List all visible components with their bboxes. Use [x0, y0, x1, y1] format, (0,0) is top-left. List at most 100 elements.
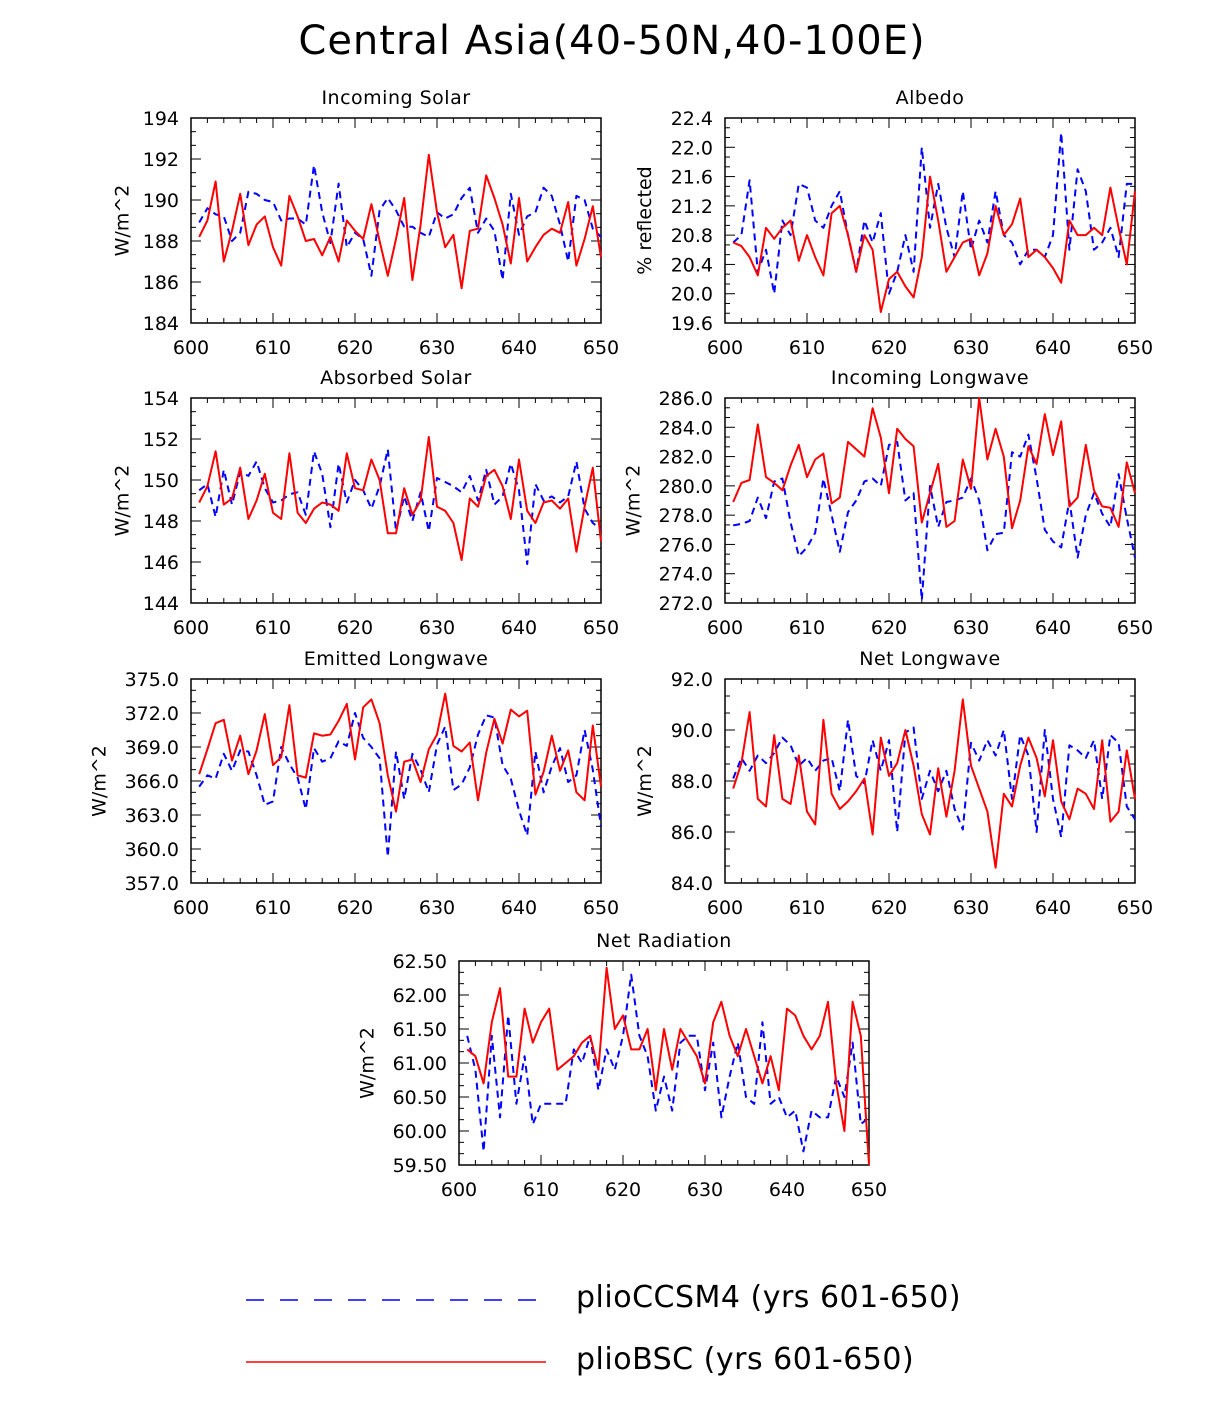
legend-label-plioCCSM4: plioCCSM4 (yrs 601-650) [576, 1280, 962, 1315]
y-tick-label: 272.0 [659, 593, 713, 615]
panel-6: 600 610 620 630 640 650 84.0 86.0 88.0 90.0 92.0 Ne… [634, 648, 1153, 919]
panel-2: 600 610 620 630 640 650 19.6 20.0 20.4 20.8 21.2 21… [634, 87, 1153, 359]
y-tick-label: 154 [143, 388, 179, 410]
x-tick-label: 650 [1117, 897, 1153, 919]
x-tick-label: 640 [501, 337, 537, 359]
x-tick-label: 610 [789, 897, 825, 919]
series-line-plioBSC [732, 175, 1136, 313]
panel-5: 600 610 620 630 640 650 357.0 360.0 363.0 366.0 36… [89, 648, 620, 919]
y-tick-label: 21.2 [671, 196, 713, 218]
y-tick-label: 19.6 [671, 313, 713, 335]
y-axis-label: W/m^2 [89, 745, 111, 817]
x-tick-label: 650 [1117, 337, 1153, 359]
panel-7: 600 610 620 630 640 650 59.50 60.00 60.50 61.00 61… [357, 930, 888, 1201]
x-tick-label: 620 [337, 337, 373, 359]
x-tick-label: 630 [953, 337, 989, 359]
x-tick-label: 650 [583, 617, 619, 639]
plot-frame [724, 678, 1136, 884]
x-tick-label: 610 [255, 897, 291, 919]
y-tick-label: 144 [143, 593, 179, 615]
x-tick-label: 630 [953, 897, 989, 919]
x-tick-label: 620 [871, 337, 907, 359]
y-tick-label: 282.0 [659, 447, 713, 469]
x-tick-label: 630 [419, 337, 455, 359]
panel-title: Emitted Longwave [304, 648, 489, 670]
y-axis-label: W/m^2 [634, 745, 656, 817]
x-tick-label: 600 [441, 1179, 477, 1201]
y-tick-label: 274.0 [659, 564, 713, 586]
y-tick-label: 88.0 [671, 771, 713, 793]
y-tick-label: 366.0 [125, 771, 179, 793]
y-tick-label: 59.50 [393, 1155, 447, 1177]
y-tick-label: 276.0 [659, 534, 713, 556]
x-tick-label: 640 [1035, 337, 1071, 359]
y-tick-label: 152 [143, 429, 179, 451]
series-line-plioBSC [466, 966, 870, 1166]
y-tick-label: 194 [143, 108, 179, 130]
y-tick-label: 372.0 [125, 703, 179, 725]
y-tick-label: 184 [143, 313, 179, 335]
panel-4: 600 610 620 630 640 650 272.0 274.0 276.0 278.0 28… [623, 367, 1154, 639]
x-tick-label: 640 [1035, 617, 1071, 639]
x-tick-label: 630 [419, 617, 455, 639]
x-tick-label: 620 [337, 897, 373, 919]
series-line-plioCCSM4 [733, 433, 1136, 602]
y-tick-label: 20.4 [671, 254, 713, 276]
series-line-plioBSC [732, 397, 1136, 530]
y-tick-label: 375.0 [125, 669, 179, 691]
panel-title: Net Radiation [596, 930, 732, 952]
panel-1: 600 610 620 630 640 650 184 186 188 190 192 194 Inco… [112, 87, 620, 359]
legend-label-plioBSC: plioBSC (yrs 601-650) [576, 1342, 915, 1377]
x-tick-label: 620 [605, 1179, 641, 1201]
panel-title: Absorbed Solar [320, 367, 472, 389]
y-axis-label: W/m^2 [112, 465, 134, 537]
x-tick-label: 600 [173, 337, 209, 359]
x-tick-label: 640 [769, 1179, 805, 1201]
x-tick-label: 600 [707, 897, 743, 919]
y-tick-label: 278.0 [659, 505, 713, 527]
y-axis-label: % reflected [634, 166, 656, 274]
x-tick-label: 600 [173, 617, 209, 639]
series-line-plioBSC [198, 153, 602, 290]
y-tick-label: 21.6 [671, 167, 713, 189]
y-tick-label: 360.0 [125, 839, 179, 861]
x-tick-label: 630 [953, 617, 989, 639]
x-tick-label: 650 [851, 1179, 887, 1201]
y-tick-label: 60.50 [393, 1087, 447, 1109]
panel-title: Net Longwave [859, 648, 1001, 670]
figure-title: Central Asia(40-50N,40-100E) [298, 18, 926, 64]
x-tick-label: 600 [173, 897, 209, 919]
y-tick-label: 190 [143, 190, 179, 212]
y-tick-label: 61.00 [393, 1053, 447, 1075]
x-tick-label: 640 [501, 617, 537, 639]
x-tick-label: 610 [255, 337, 291, 359]
series-line-plioBSC [732, 698, 1136, 869]
y-tick-label: 284.0 [659, 417, 713, 439]
x-tick-label: 650 [1117, 617, 1153, 639]
panel-3: 600 610 620 630 640 650 144 146 148 150 152 154 Abso… [112, 367, 620, 639]
y-tick-label: 60.00 [393, 1121, 447, 1143]
y-tick-label: 86.0 [671, 822, 713, 844]
plot-frame [190, 117, 602, 324]
x-tick-label: 600 [707, 617, 743, 639]
x-tick-label: 620 [871, 897, 907, 919]
y-tick-label: 62.00 [393, 985, 447, 1007]
y-tick-label: 363.0 [125, 805, 179, 827]
y-tick-label: 148 [143, 511, 179, 533]
y-tick-label: 90.0 [671, 720, 713, 742]
series-line-plioCCSM4 [466, 973, 870, 1153]
x-tick-label: 650 [583, 897, 619, 919]
y-tick-label: 20.0 [671, 284, 713, 306]
series-line-plioBSC [198, 436, 602, 561]
panel-title: Incoming Solar [321, 87, 470, 109]
x-tick-label: 610 [255, 617, 291, 639]
y-tick-label: 192 [143, 149, 179, 171]
y-tick-label: 357.0 [125, 873, 179, 895]
y-tick-label: 84.0 [671, 873, 713, 895]
panel-title: Albedo [896, 87, 965, 109]
x-tick-label: 650 [583, 337, 619, 359]
series-line-plioCCSM4 [732, 718, 1136, 839]
y-tick-label: 186 [143, 272, 179, 294]
x-tick-label: 610 [789, 337, 825, 359]
